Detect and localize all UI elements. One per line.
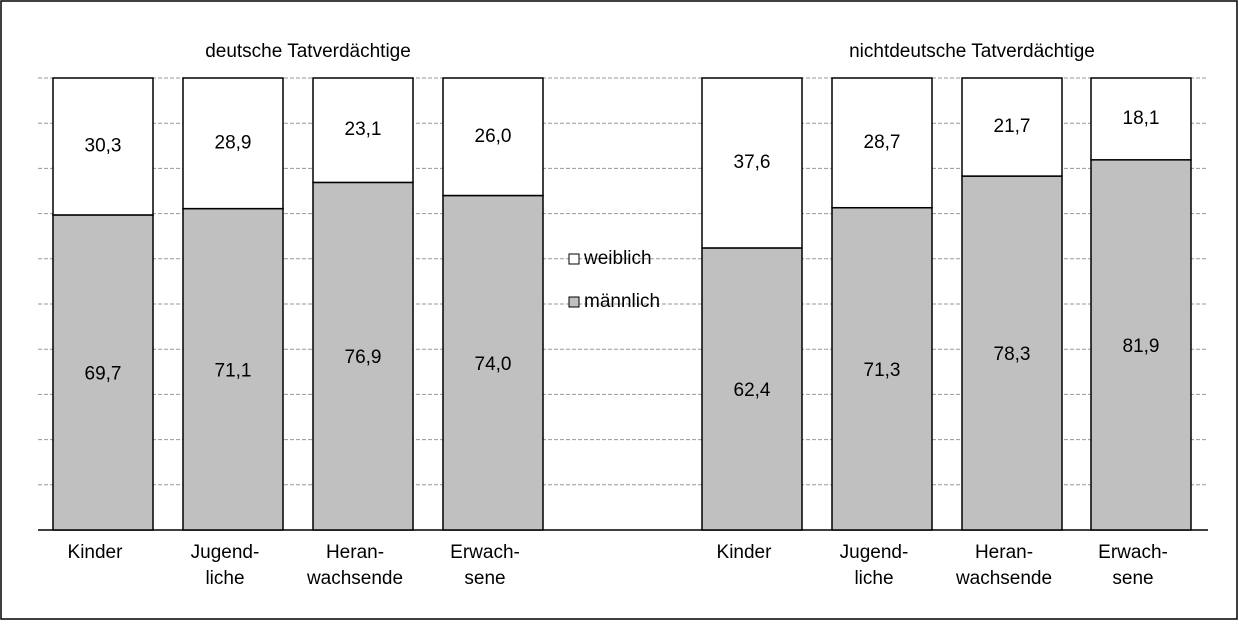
bar-segment <box>442 77 544 197</box>
x-tick-label: Erwach-sene <box>1098 542 1168 589</box>
value-label: 28,7 <box>864 132 901 153</box>
value-label: 71,1 <box>215 360 252 381</box>
group-title: deutsche Tatverdächtige <box>205 41 411 62</box>
x-tick-line: Heran- <box>326 542 384 563</box>
x-tick-line: Erwach- <box>1098 542 1168 563</box>
legend-label: männlich <box>584 291 660 312</box>
value-label: 71,3 <box>864 360 901 381</box>
legend-label: weiblich <box>583 248 652 269</box>
x-tick-line: Jugend- <box>191 542 260 563</box>
legend-swatch <box>568 296 580 308</box>
bar-segment <box>701 77 803 249</box>
x-tick-label: Jugend-liche <box>840 542 909 589</box>
value-label: 78,3 <box>994 344 1031 365</box>
x-tick-label: Jugend-liche <box>191 542 260 589</box>
x-tick-label: Erwach-sene <box>450 542 520 589</box>
x-tick-line: Erwach- <box>450 542 520 563</box>
value-label: 74,0 <box>475 354 512 375</box>
bar-segment <box>52 214 154 531</box>
bar-segment <box>1090 159 1192 531</box>
bar-segment <box>961 175 1063 531</box>
x-tick-label: Kinder <box>717 542 773 563</box>
x-tick-line: liche <box>854 568 893 589</box>
bar-segment <box>701 247 803 531</box>
value-label: 30,3 <box>85 135 122 156</box>
bar-segment <box>182 207 284 531</box>
value-label: 23,1 <box>345 119 382 140</box>
bar-segment <box>182 77 284 210</box>
value-label: 26,0 <box>475 126 512 147</box>
value-label: 28,9 <box>215 132 252 153</box>
bar-segment <box>312 181 414 531</box>
value-label: 62,4 <box>734 380 771 401</box>
value-label: 76,9 <box>345 347 382 368</box>
x-tick-line: sene <box>1112 568 1153 589</box>
value-label: 37,6 <box>734 152 771 173</box>
x-tick-line: Heran- <box>975 542 1033 563</box>
bar-segment <box>831 77 933 209</box>
value-label: 21,7 <box>994 116 1031 137</box>
bar-segment <box>1090 77 1192 161</box>
x-tick-label: Kinder <box>68 542 124 563</box>
x-tick-line: wachsende <box>955 568 1052 589</box>
x-tick-line: Kinder <box>68 542 124 563</box>
x-tick-line: Kinder <box>717 542 773 563</box>
group-title: nichtdeutsche Tatverdächtige <box>849 41 1095 62</box>
legend-swatch <box>568 253 580 265</box>
bar-segment <box>312 77 414 184</box>
x-tick-line: liche <box>205 568 244 589</box>
x-tick-line: sene <box>464 568 505 589</box>
bar-segment <box>52 77 154 216</box>
value-label: 18,1 <box>1123 108 1160 129</box>
x-tick-label: Heran-wachsende <box>306 542 403 589</box>
x-tick-label: Heran-wachsende <box>955 542 1052 589</box>
bar-segment <box>961 77 1063 177</box>
value-label: 69,7 <box>85 363 122 384</box>
x-tick-line: wachsende <box>306 568 403 589</box>
x-tick-line: Jugend- <box>840 542 909 563</box>
value-label: 81,9 <box>1123 336 1160 357</box>
